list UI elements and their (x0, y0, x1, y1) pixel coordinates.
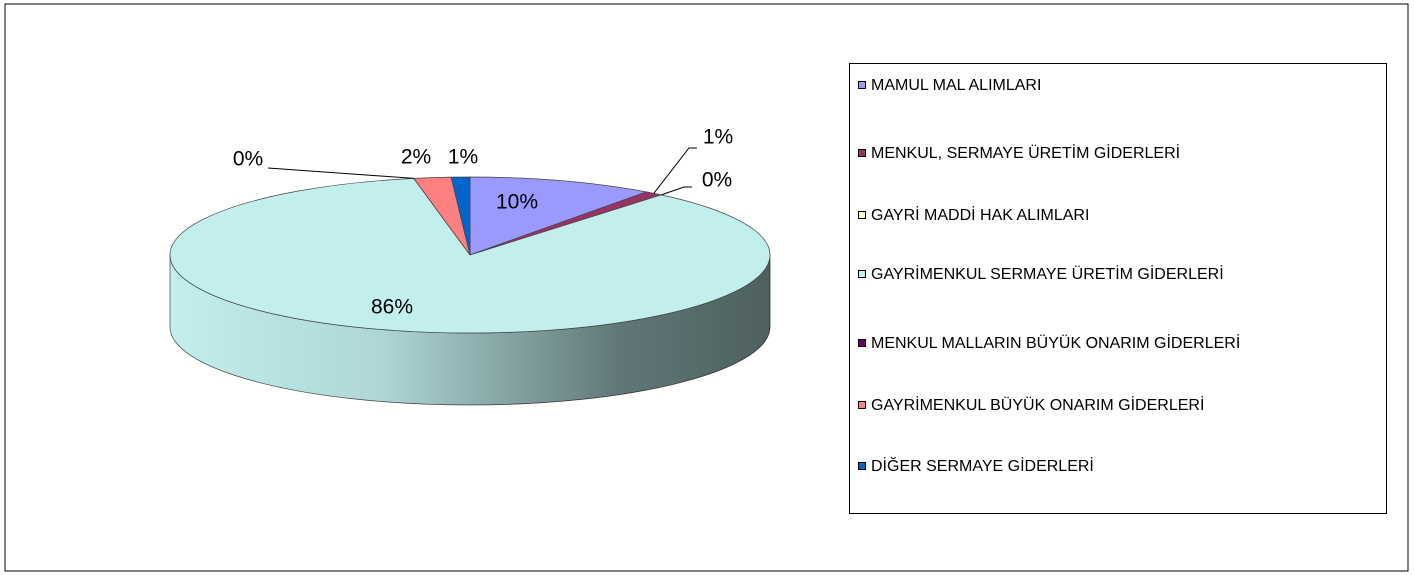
leader-line (267, 167, 414, 179)
slice (450, 176, 471, 256)
legend-swatch (858, 149, 866, 157)
legend-label: GAYRİMENKUL BÜYÜK ONARIM GİDERLERİ (871, 397, 1205, 414)
data-label: 10% (496, 191, 538, 214)
legend-swatch (858, 270, 866, 278)
slice (169, 178, 771, 334)
chart-frame (4, 3, 1409, 572)
legend-label: GAYRİMENKUL SERMAYE ÜRETİM GİDERLERİ (871, 266, 1224, 283)
legend-swatch (858, 401, 866, 409)
legend-swatch (858, 339, 866, 347)
legend: MAMUL MAL ALIMLARI MENKUL, SERMAYE ÜRETİM… (849, 63, 1387, 514)
leader-line (661, 186, 692, 196)
data-label: 0% (702, 169, 732, 192)
legend-label: MENKUL MALLARIN BÜYÜK ONARIM GİDERLERİ (871, 335, 1241, 352)
legend-label: MENKUL, SERMAYE ÜRETİM GİDERLERİ (871, 145, 1181, 162)
data-label: 0% (233, 148, 263, 171)
slice (469, 176, 648, 256)
legend-entry: MENKUL MALLARIN BÜYÜK ONARIM GİDERLERİ (858, 332, 1311, 355)
data-label: 2% (401, 146, 431, 169)
side-shade (170, 255, 770, 405)
legend-swatch (858, 462, 866, 470)
legend-label: MAMUL MAL ALIMLARI (871, 77, 1042, 94)
data-label: 1% (703, 126, 733, 149)
legend-entry: MAMUL MAL ALIMLARI (858, 74, 1311, 97)
data-label: 1% (448, 146, 478, 169)
data-label: 86% (371, 296, 413, 319)
legend-entry: MENKUL, SERMAYE ÜRETİM GİDERLERİ (858, 142, 1311, 165)
legend-entry: GAYRİMENKUL BÜYÜK ONARIM GİDERLERİ (858, 394, 1311, 417)
legend-entry: GAYRİ MADDİ HAK ALIMLARI (858, 204, 1311, 227)
legend-swatch (858, 211, 866, 219)
legend-label: GAYRİ MADDİ HAK ALIMLARI (871, 207, 1090, 224)
legend-swatch (858, 81, 866, 89)
legend-entry: GAYRİMENKUL SERMAYE ÜRETİM GİDERLERİ (858, 263, 1311, 286)
legend-entry: DİĞER SERMAYE GİDERLERİ (858, 455, 1311, 478)
legend-label: DİĞER SERMAYE GİDERLERİ (871, 458, 1094, 475)
leader-line (653, 147, 697, 194)
